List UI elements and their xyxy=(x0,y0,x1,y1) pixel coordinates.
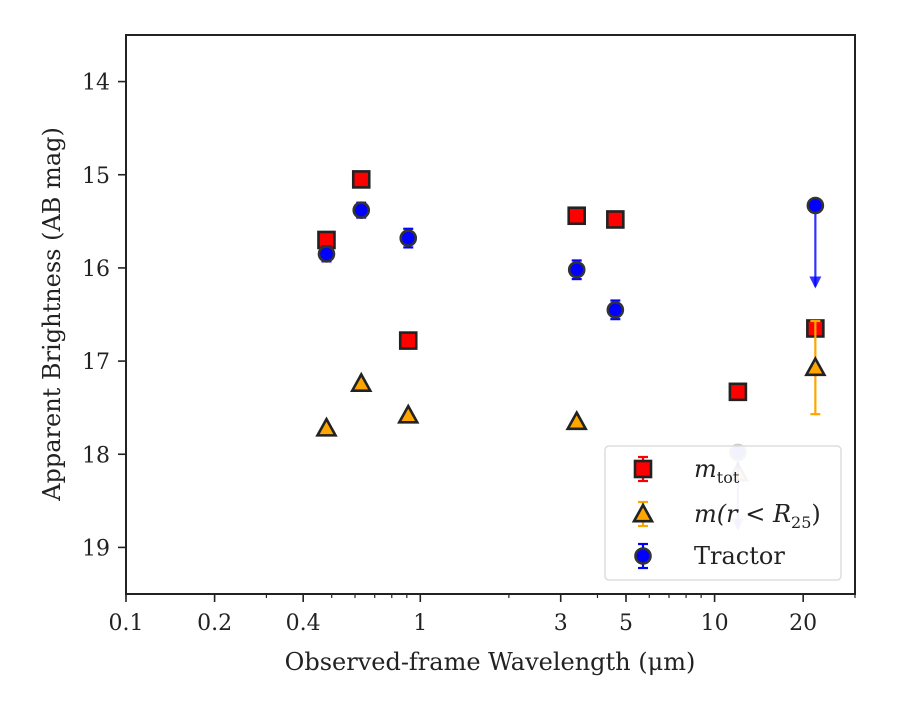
data-point xyxy=(351,170,371,189)
data-point xyxy=(317,245,336,263)
triangle-marker xyxy=(315,416,338,437)
y-axis-title: Apparent Brightness (AB mag) xyxy=(38,127,66,502)
triangle-marker xyxy=(804,355,827,377)
data-point xyxy=(806,196,825,289)
circle-marker xyxy=(317,245,336,263)
circle-marker xyxy=(399,229,418,247)
data-point xyxy=(606,210,625,229)
data-point xyxy=(317,230,336,250)
data-point xyxy=(567,259,586,281)
circle-marker xyxy=(606,301,625,319)
legend-box xyxy=(604,445,842,581)
legend-label-sub: 25 xyxy=(791,513,811,532)
circle-marker xyxy=(806,196,825,215)
series-0 xyxy=(317,170,825,402)
legend-label-tail: ) xyxy=(811,500,820,528)
legend-entry: m(r < R25) xyxy=(631,500,821,532)
x-axis-title: Observed-frame Wavelength (μm) xyxy=(285,648,696,676)
data-point xyxy=(804,319,827,416)
legend-square-marker xyxy=(633,459,653,479)
x-tick-label: 1 xyxy=(413,611,427,636)
legend-entry: mtot xyxy=(633,455,740,487)
data-point xyxy=(606,299,625,321)
y-tick-label: 16 xyxy=(82,257,110,282)
data-point xyxy=(398,331,418,350)
legend: mtot m(r < R25) Tractor xyxy=(604,445,842,581)
data-point xyxy=(315,416,338,437)
y-tick-label: 19 xyxy=(82,536,110,561)
square-marker xyxy=(567,206,587,226)
data-point xyxy=(728,382,748,402)
legend-circle-marker xyxy=(634,547,652,565)
legend-entry: Tractor xyxy=(634,542,785,570)
data-point xyxy=(567,206,587,226)
legend-label-main: m xyxy=(694,455,717,483)
plot-frame xyxy=(125,34,856,595)
legend-triangle-marker xyxy=(631,502,655,523)
x-tick-label: 20 xyxy=(789,611,817,636)
y-tick-label: 15 xyxy=(82,164,110,189)
upper-limit-arrowhead xyxy=(809,276,822,289)
square-marker xyxy=(398,331,418,350)
legend-label: mtot xyxy=(694,455,740,487)
x-tick-label: 0.2 xyxy=(197,611,232,636)
data-point xyxy=(352,201,371,219)
legend-label: Tractor xyxy=(694,542,785,570)
triangle-marker xyxy=(350,371,373,392)
data-point xyxy=(399,227,418,249)
square-marker xyxy=(351,170,371,189)
legend-label-sub: tot xyxy=(717,468,740,487)
x-tick-label: 0.1 xyxy=(109,611,144,636)
data-point xyxy=(565,409,588,431)
square-marker xyxy=(606,210,625,229)
x-tick-label: 0.4 xyxy=(286,611,321,636)
data-point xyxy=(350,371,373,392)
x-tick-label: 3 xyxy=(554,611,568,636)
data-point xyxy=(397,403,420,424)
triangle-marker xyxy=(397,403,420,424)
triangle-marker xyxy=(565,409,588,431)
circle-marker xyxy=(567,260,586,279)
legend-label-main: Tractor xyxy=(694,542,785,570)
x-tick-label: 10 xyxy=(701,611,729,636)
circle-marker xyxy=(352,201,371,219)
square-marker xyxy=(728,382,748,402)
y-tick-label: 14 xyxy=(82,71,110,96)
legend-label-main: m(r < R xyxy=(694,500,791,528)
y-tick-label: 17 xyxy=(82,350,110,375)
legend-label: m(r < R25) xyxy=(694,500,821,532)
x-tick-label: 5 xyxy=(619,611,633,636)
y-tick-label: 18 xyxy=(82,443,110,468)
axis-ticks: 0.1 0.2 0.4 1 3 5 10 20 14 15 16 17 18 19 xyxy=(82,71,856,636)
